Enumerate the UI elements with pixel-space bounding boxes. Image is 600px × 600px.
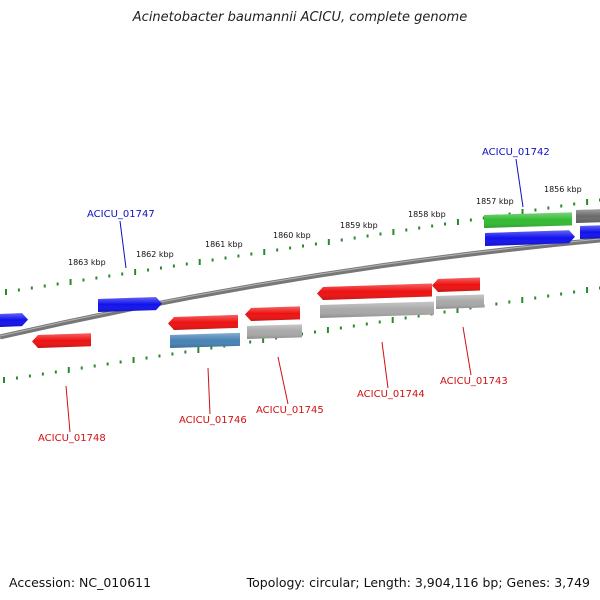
gene-arrow-red-shading [317, 283, 432, 300]
gene-labels: ACICU_01742 ACICU_01747 ACICU_01748 ACICU_0… [38, 147, 550, 444]
gene-label[interactable]: ACICU_01746 [179, 415, 247, 426]
genome-backbone-highlight [0, 238, 600, 337]
label-leader-line [65, 385, 71, 433]
accession-text: Accession: NC_010611 [9, 575, 152, 590]
gene-arrow-gray-shading [247, 324, 302, 339]
tick-marks [3, 198, 600, 383]
gene-label[interactable]: ACICU_01745 [256, 405, 324, 416]
label-leader-line [515, 158, 524, 208]
scale-label: 1862 kbp [136, 250, 174, 259]
map-title: Acinetobacter baumannii ACICU, complete … [132, 10, 468, 25]
gene-arrow-blue-shading [98, 297, 162, 312]
scale-label: 1861 kbp [205, 240, 243, 249]
gene-label[interactable]: ACICU_01742 [482, 147, 550, 158]
label-leader-line [381, 341, 389, 389]
label-leader-line [462, 326, 472, 376]
gene-arrow-blue-shading [0, 313, 28, 327]
gene-arrow-gray-shading [320, 301, 434, 318]
gene-arrow-red-shading [245, 306, 300, 321]
gene-arrow-steelblue-shading [170, 332, 240, 348]
scale-labels: 1863 kbp 1862 kbp 1861 kbp 1860 kbp 1859 kbp… [68, 185, 582, 267]
gene-arrow-darkgray-shading [576, 209, 600, 223]
gene-arrow-blue-shading [485, 230, 575, 246]
gene-arrow-gray-shading [436, 294, 484, 309]
gene-label[interactable]: ACICU_01744 [357, 389, 425, 400]
genome-summary-text: Topology: circular; Length: 3,904,116 bp… [246, 575, 590, 590]
gene-label[interactable]: ACICU_01743 [440, 376, 508, 387]
scale-label: 1857 kbp [476, 197, 514, 206]
gene-arrow-green-shading [484, 212, 572, 228]
scale-label: 1856 kbp [544, 185, 582, 194]
scale-label: 1863 kbp [68, 258, 106, 267]
gene-label[interactable]: ACICU_01747 [87, 209, 155, 220]
gene-arrow-blue-shading [580, 225, 600, 239]
label-leader-line [119, 220, 127, 269]
label-leader-line [277, 356, 289, 405]
genome-backbone [0, 237, 600, 340]
gene-features [0, 209, 600, 348]
scale-label: 1860 kbp [273, 231, 311, 240]
scale-label: 1859 kbp [340, 221, 378, 230]
gene-arrow-red-shading [432, 277, 480, 292]
label-leader-line [207, 367, 211, 415]
gene-arrow-red-shading [168, 314, 238, 330]
gene-arrow-red-shading [32, 333, 91, 348]
scale-label: 1858 kbp [408, 210, 446, 219]
gene-label[interactable]: ACICU_01748 [38, 433, 106, 444]
